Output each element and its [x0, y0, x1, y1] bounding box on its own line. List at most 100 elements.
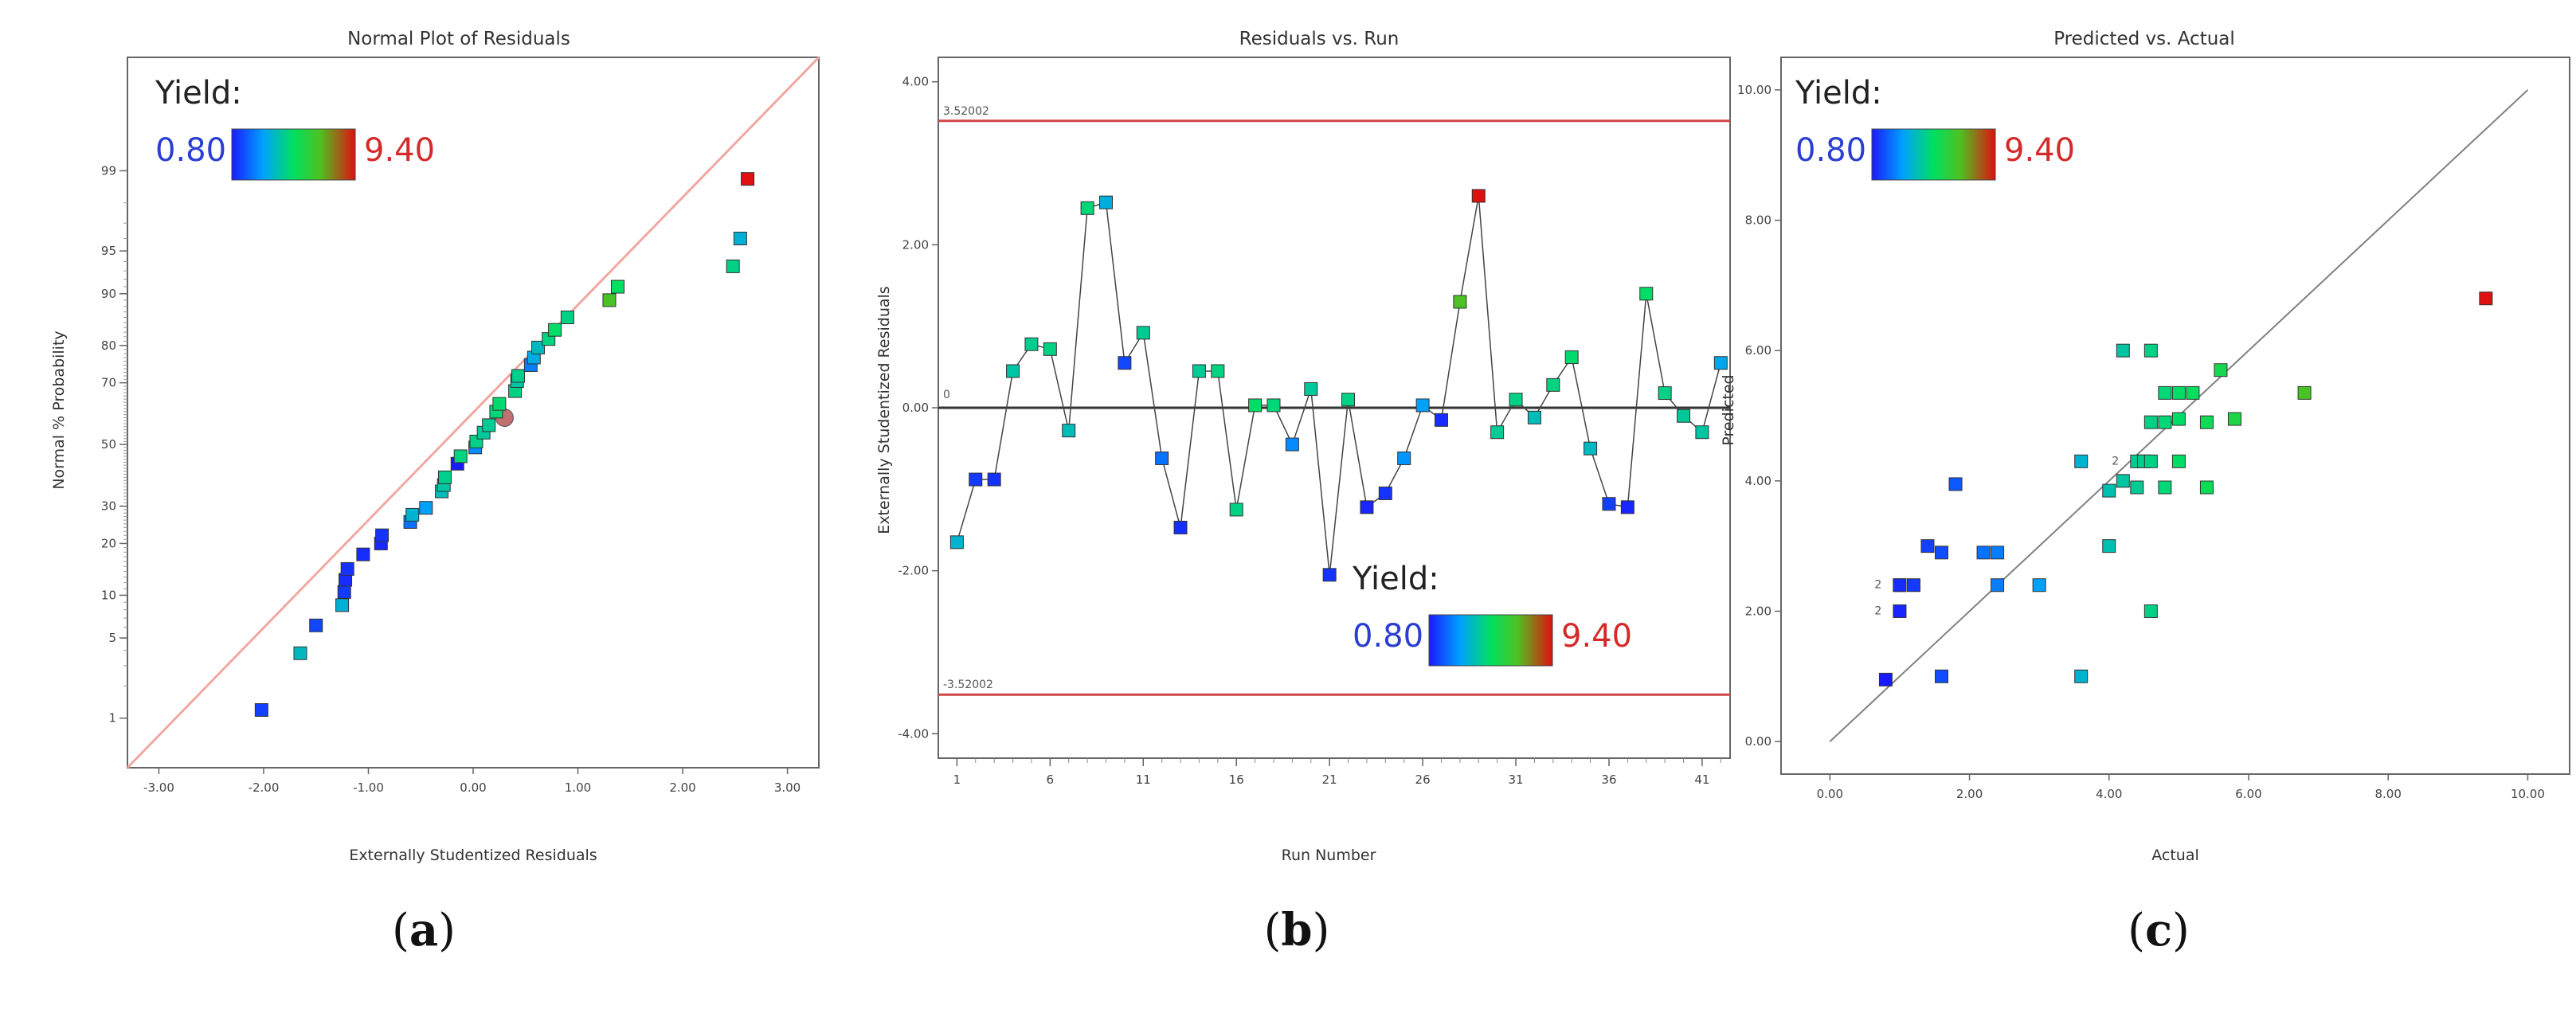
data-point — [560, 310, 574, 324]
y-tick-label: 80 — [101, 338, 116, 353]
x-tick-label: 21 — [1322, 773, 1337, 787]
data-point — [2158, 480, 2172, 495]
data-point — [437, 470, 452, 484]
data-point — [453, 449, 468, 464]
legend-title: Yield: — [1352, 561, 1439, 597]
data-point — [1935, 669, 1949, 683]
data-point — [1341, 393, 1356, 407]
x-tick-label: 26 — [1415, 773, 1431, 787]
data-point — [2171, 454, 2186, 468]
data-point — [2479, 291, 2493, 306]
x-tick-label: 36 — [1601, 773, 1616, 787]
y-tick-label: 4.00 — [902, 75, 929, 89]
data-point — [1098, 195, 1113, 209]
data-point — [531, 340, 546, 354]
data-point — [1136, 326, 1150, 340]
data-point — [2116, 474, 2130, 488]
data-point — [1564, 350, 1579, 365]
color-scale-bar — [231, 128, 356, 181]
color-scale-bar — [1428, 614, 1553, 667]
data-point — [1906, 578, 1920, 593]
x-tick-label: 2.00 — [1956, 787, 1983, 801]
legend-title: Yield: — [1795, 75, 1882, 111]
y-tick-label: 0.00 — [902, 401, 929, 415]
x-axis-label: Externally Studentized Residuals — [349, 847, 597, 864]
data-point — [548, 323, 562, 337]
data-point — [335, 598, 350, 612]
x-tick-label: 10.00 — [2511, 787, 2545, 801]
legend-min: 0.80 — [155, 132, 226, 169]
x-tick-label: 6.00 — [2235, 787, 2261, 801]
data-point — [1360, 500, 1374, 514]
data-point — [1509, 393, 1523, 407]
legend-max: 9.40 — [1561, 618, 1632, 655]
x-tick-label: 16 — [1229, 773, 1244, 787]
color-scale-bar — [1871, 128, 1996, 181]
data-point — [1118, 356, 1132, 370]
upper-limit-label: 3.52002 — [943, 105, 989, 118]
caption-b: (b) — [1263, 904, 1330, 956]
y-tick-label: 6.00 — [1745, 343, 1771, 358]
x-tick-label: 11 — [1136, 773, 1151, 787]
data-point — [726, 259, 740, 273]
data-point — [356, 547, 370, 561]
data-point — [1920, 539, 1935, 553]
yield-legend: Yield: 0.80 9.40 — [155, 75, 435, 181]
x-tick-label: 41 — [1694, 773, 1709, 787]
data-point — [1397, 451, 1411, 465]
data-point — [340, 561, 354, 576]
legend-min: 0.80 — [1795, 132, 1866, 169]
y-tick-label: 90 — [101, 287, 116, 301]
data-point — [1658, 386, 1672, 401]
x-tick-label: 4.00 — [2096, 787, 2122, 801]
series-line — [956, 195, 1722, 575]
data-point — [1602, 497, 1616, 511]
data-point — [2143, 343, 2158, 358]
y-tick-label: 70 — [101, 376, 116, 390]
caption-letter: a — [409, 904, 439, 956]
data-point — [1893, 604, 1907, 618]
x-tick-label: 0.00 — [1817, 787, 1843, 801]
data-point — [2214, 363, 2228, 377]
data-point — [1935, 546, 1949, 560]
legend-min: 0.80 — [1353, 618, 1423, 655]
panel-b: Residuals vs. Run Run Number Externally … — [875, 29, 1731, 864]
data-point — [1471, 189, 1486, 203]
data-point — [1991, 578, 2005, 593]
data-point — [1713, 356, 1728, 370]
data-point — [309, 618, 323, 632]
x-tick-label: 2.00 — [669, 780, 695, 795]
x-tick-label: 1.00 — [565, 780, 591, 795]
y-tick-label: 8.00 — [1745, 213, 1771, 228]
data-point — [2297, 385, 2312, 400]
data-point — [1639, 287, 1654, 301]
y-tick-label: 5 — [108, 631, 116, 645]
data-point — [949, 535, 964, 550]
data-point — [1006, 364, 1020, 378]
point-count-label: 2 — [2112, 455, 2119, 467]
data-point — [1378, 486, 1392, 500]
data-point — [1322, 568, 1337, 582]
y-tick-label: 10 — [101, 588, 116, 602]
y-tick-label: 99 — [101, 163, 116, 178]
point-count-label: 2 — [1874, 579, 1881, 592]
data-point — [1695, 425, 1709, 440]
data-point — [1248, 398, 1263, 413]
y-tick-label: 4.00 — [1745, 474, 1771, 488]
caption-letter: c — [2144, 904, 2173, 956]
legend-title: Yield: — [155, 75, 242, 111]
y-axis-label: Predicted — [1720, 374, 1737, 445]
x-tick-label: 1 — [953, 773, 961, 787]
chart-title: Normal Plot of Residuals — [347, 29, 570, 49]
data-point — [2158, 385, 2172, 400]
data-point — [2130, 480, 2144, 495]
data-point — [2143, 604, 2158, 618]
chart-title: Predicted vs. Actual — [2053, 29, 2235, 49]
data-point — [1211, 364, 1225, 378]
data-point — [1229, 503, 1243, 517]
data-point — [1453, 295, 1467, 309]
data-point — [405, 507, 420, 522]
caption-letter: b — [1281, 904, 1313, 956]
lower-limit-label: -3.52002 — [943, 679, 993, 691]
data-point — [2143, 415, 2158, 429]
